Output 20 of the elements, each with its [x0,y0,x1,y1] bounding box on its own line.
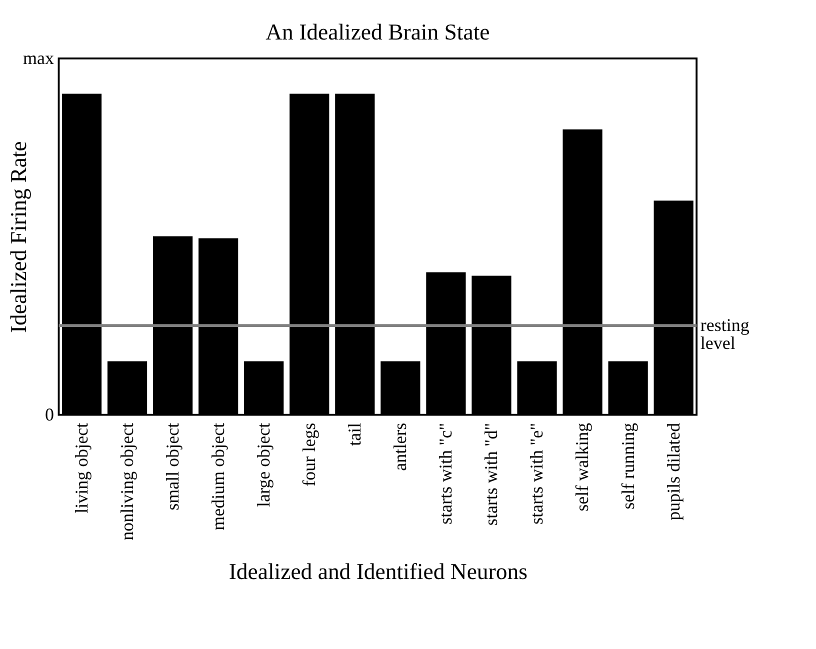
x-tick-label: self walking [572,422,592,512]
text: 0 [45,404,54,424]
x-tick-label: starts with "c" [436,422,456,525]
y-axis-title: Idealized Firing Rate [6,141,32,334]
x-tick-label: nonliving object [116,422,137,540]
x-tick-label: antlers [390,422,410,471]
ref-line-label: resting level [700,315,750,354]
x-axis-title: Idealized and Identified Neurons [228,559,528,584]
text: max [23,48,54,68]
x-tick-label: large object [254,422,274,508]
x-tick-label: self running [618,422,638,510]
x-tick-label: tail [344,422,365,446]
x-tick-label: starts with "e" [526,422,547,525]
x-tick-label: four legs [299,422,320,486]
x-tick-label: pupils dilated [663,422,684,520]
x-tick-label: medium object [208,422,228,530]
x-tick-label: small object [162,422,182,510]
x-tick-label: starts with "d" [481,422,502,526]
x-tick-label: living object [71,422,92,514]
chart-title: An Idealized Brain State [266,20,490,45]
